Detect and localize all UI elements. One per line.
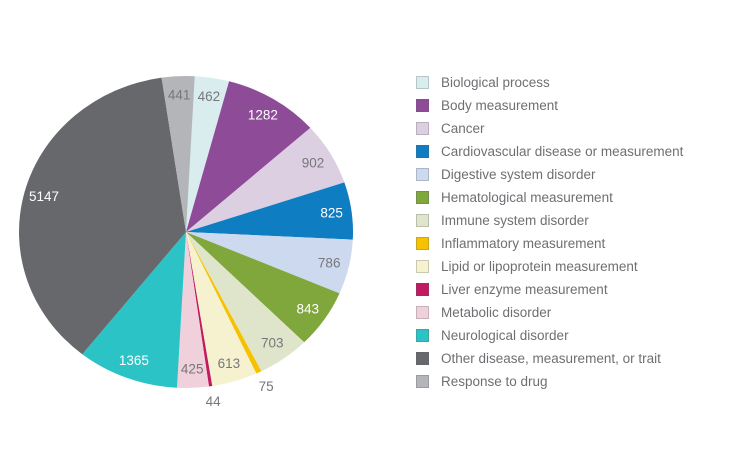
legend-swatch-cancer (416, 122, 429, 135)
legend-label-immune-system-disorder: Immune system disorder (441, 212, 589, 228)
legend-swatch-digestive-system-disorder (416, 168, 429, 181)
legend-label-other-disease-measurement-or-trait: Other disease, measurement, or trait (441, 350, 661, 366)
legend-item-cardiovascular-disease-or-measurement: Cardiovascular disease or measurement (416, 140, 683, 163)
pie-slice-biological-process (186, 76, 230, 233)
pie-slice-metabolic-disorder (177, 232, 209, 388)
legend-item-digestive-system-disorder: Digestive system disorder (416, 163, 683, 186)
pie-value-immune-system-disorder: 703 (261, 336, 284, 351)
pie-value-lipid-or-lipoprotein-measurement: 613 (218, 356, 241, 371)
pie-value-cardiovascular-disease-or-measurement: 825 (320, 206, 343, 221)
legend-item-neurological-disorder: Neurological disorder (416, 324, 683, 347)
pie-value-liver-enzyme-measurement: 44 (206, 394, 222, 409)
legend-item-other-disease-measurement-or-trait: Other disease, measurement, or trait (416, 347, 683, 370)
legend-label-neurological-disorder: Neurological disorder (441, 327, 569, 343)
legend-label-response-to-drug: Response to drug (441, 373, 548, 389)
legend-label-digestive-system-disorder: Digestive system disorder (441, 166, 596, 182)
legend-label-liver-enzyme-measurement: Liver enzyme measurement (441, 281, 608, 297)
legend-item-inflammatory-measurement: Inflammatory measurement (416, 232, 683, 255)
pie-slice-response-to-drug (161, 75, 195, 232)
legend-label-lipid-or-lipoprotein-measurement: Lipid or lipoprotein measurement (441, 258, 638, 274)
pie-slice-digestive-system-disorder (186, 232, 353, 294)
legend-swatch-inflammatory-measurement (416, 237, 429, 250)
pie-value-response-to-drug: 441 (168, 87, 191, 102)
legend-swatch-hematological-measurement (416, 191, 429, 204)
legend-item-liver-enzyme-measurement: Liver enzyme measurement (416, 278, 683, 301)
legend-label-cardiovascular-disease-or-measurement: Cardiovascular disease or measurement (441, 143, 684, 159)
legend-swatch-neurological-disorder (416, 329, 429, 342)
pie-slice-inflammatory-measurement (186, 232, 262, 374)
legend-label-biological-process: Biological process (441, 74, 550, 90)
legend-swatch-metabolic-disorder (416, 306, 429, 319)
legend-swatch-immune-system-disorder (416, 214, 429, 227)
pie-slice-body-measurement (186, 81, 311, 232)
pie-slice-neurological-disorder (82, 232, 186, 388)
pie-value-digestive-system-disorder: 786 (318, 255, 341, 270)
pie-value-body-measurement: 1282 (248, 108, 278, 123)
legend-label-hematological-measurement: Hematological measurement (441, 189, 613, 205)
legend-item-metabolic-disorder: Metabolic disorder (416, 301, 683, 324)
pie-value-cancer: 902 (302, 155, 325, 170)
legend-item-cancer: Cancer (416, 117, 683, 140)
pie-slice-hematological-measurement (186, 232, 340, 343)
legend-label-body-measurement: Body measurement (441, 97, 559, 113)
pie-value-neurological-disorder: 1365 (119, 353, 149, 368)
pie-value-hematological-measurement: 843 (297, 301, 320, 316)
legend-swatch-body-measurement (416, 99, 429, 112)
legend-item-hematological-measurement: Hematological measurement (416, 186, 683, 209)
legend-swatch-liver-enzyme-measurement (416, 283, 429, 296)
pie-slice-cardiovascular-disease-or-measurement (186, 182, 354, 240)
legend-item-lipid-or-lipoprotein-measurement: Lipid or lipoprotein measurement (416, 255, 683, 278)
pie-slice-lipid-or-lipoprotein-measurement (186, 232, 257, 387)
legend-swatch-cardiovascular-disease-or-measurement (416, 145, 429, 158)
legend-label-inflammatory-measurement: Inflammatory measurement (441, 235, 606, 251)
legend-swatch-lipid-or-lipoprotein-measurement (416, 260, 429, 273)
pie-slice-liver-enzyme-measurement (186, 232, 213, 387)
legend-item-body-measurement: Body measurement (416, 94, 683, 117)
pie-slice-cancer (186, 127, 345, 232)
legend-label-cancer: Cancer (441, 120, 485, 136)
legend-item-immune-system-disorder: Immune system disorder (416, 209, 683, 232)
legend-item-response-to-drug: Response to drug (416, 370, 683, 393)
pie-value-metabolic-disorder: 425 (181, 362, 204, 377)
legend-swatch-other-disease-measurement-or-trait (416, 352, 429, 365)
pie-value-other-disease-measurement-or-trait: 5147 (29, 189, 59, 204)
legend-swatch-biological-process (416, 76, 429, 89)
legend: Biological process Body measurement Cancer… (416, 71, 683, 393)
legend-swatch-response-to-drug (416, 375, 429, 388)
pie-value-inflammatory-measurement: 75 (259, 379, 274, 394)
legend-label-metabolic-disorder: Metabolic disorder (441, 304, 552, 320)
legend-item-biological-process: Biological process (416, 71, 683, 94)
pie-slice-immune-system-disorder (186, 232, 305, 372)
pie-value-biological-process: 462 (198, 89, 221, 104)
pie-slice-other-disease-measurement-or-trait (19, 77, 187, 355)
